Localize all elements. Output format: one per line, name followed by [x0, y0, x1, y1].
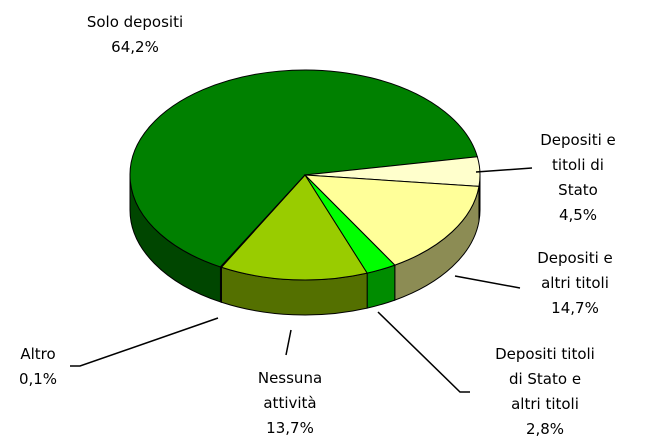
value-label: 14,7% [551, 299, 599, 317]
category-name: Solo depositi [86, 13, 184, 31]
leader-line [475, 167, 533, 173]
slice-label: Altro 0,1% [19, 342, 57, 392]
slice-label: Depositi titoli di Stato e altri titoli 2… [495, 342, 595, 441]
leader-lines [70, 167, 533, 393]
slice-side [219, 266, 222, 303]
category-name: Depositi e altri titoli [537, 249, 613, 292]
leader-line [70, 317, 219, 367]
leader-line [377, 311, 470, 393]
slice [219, 174, 306, 268]
category-name: Altro [20, 345, 56, 363]
value-label: 13,7% [266, 419, 314, 437]
value-label: 64,2% [111, 38, 159, 56]
slice-label: Solo depositi 64,2% [87, 10, 183, 60]
slice-label: Depositi e altri titoli 14,7% [537, 246, 613, 321]
value-label: 0,1% [18, 370, 58, 388]
value-label: 2,8% [525, 420, 565, 438]
category-name: Depositi e titoli di Stato [540, 131, 616, 199]
leader-line [285, 329, 292, 356]
slices [129, 69, 481, 316]
slice-label: Nessuna attività 13,7% [258, 366, 322, 441]
slice-label: Depositi e titoli di Stato 4,5% [537, 128, 620, 228]
slice [129, 69, 478, 268]
category-name: Nessuna attività [257, 369, 323, 412]
category-name: Depositi titoli di Stato e altri titoli [495, 345, 595, 413]
leader-line [454, 275, 521, 289]
value-label: 4,5% [558, 206, 598, 224]
slice [303, 174, 480, 266]
slice [220, 174, 368, 281]
